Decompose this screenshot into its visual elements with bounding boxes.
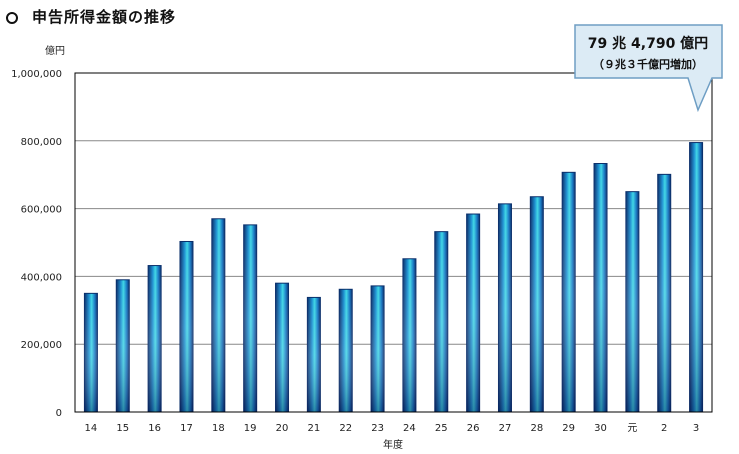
x-tick-label: 元 xyxy=(627,423,637,434)
x-tick-label: 21 xyxy=(308,423,321,434)
bar-shade-28 xyxy=(530,196,544,412)
bars xyxy=(83,142,704,413)
bar-shade-2 xyxy=(657,174,671,412)
y-tick-label: 200,000 xyxy=(21,340,62,351)
x-tick-label: 17 xyxy=(180,423,193,434)
callout-sub-text: （９兆３千億円増加） xyxy=(593,57,703,71)
callout: 79 兆 4,790 億円 （９兆３千億円増加） xyxy=(574,24,723,113)
bar-shade-21 xyxy=(307,297,321,412)
x-tick-label: 15 xyxy=(116,423,129,434)
y-axis-ticks: 0 200,000 400,000 600,000 800,000 1,000,000 xyxy=(11,69,62,419)
y-tick-label: 0 xyxy=(56,408,62,419)
title-text: 申告所得金額の推移 xyxy=(32,8,177,26)
circle-bullet-icon xyxy=(6,12,18,24)
bar-shade-27 xyxy=(498,203,512,412)
x-tick-label: 25 xyxy=(435,423,448,434)
page-title: 申告所得金額の推移 xyxy=(6,6,176,27)
plot-area-frame xyxy=(74,72,713,413)
x-tick-label: 26 xyxy=(467,423,480,434)
y-tick-label: 1,000,000 xyxy=(11,69,62,80)
bar-shade-14 xyxy=(84,293,98,412)
bar-shade-30 xyxy=(594,163,608,412)
x-axis-ticks: 14 15 16 17 18 19 20 21 22 23 24 25 26 27 28 29 30 元 2 3 xyxy=(85,423,700,434)
bar-shade-22 xyxy=(339,289,353,412)
y-tick-label: 800,000 xyxy=(21,137,62,148)
bar-shade-25 xyxy=(434,231,448,412)
bar-shade-23 xyxy=(371,285,385,412)
x-tick-label: 14 xyxy=(85,423,98,434)
y-tick-label: 600,000 xyxy=(21,205,62,216)
x-tick-label: 18 xyxy=(212,423,225,434)
bar-shade-17 xyxy=(179,241,193,412)
bar-shade-3 xyxy=(689,142,703,412)
bar-shade-29 xyxy=(562,172,576,412)
x-tick-label: 29 xyxy=(562,423,575,434)
x-tick-label: 27 xyxy=(499,423,512,434)
bar-shade-16 xyxy=(148,265,162,412)
x-tick-label: 19 xyxy=(244,423,257,434)
bar-shade-26 xyxy=(466,214,480,412)
y-tick-label: 400,000 xyxy=(21,272,62,283)
callout-main-text: 79 兆 4,790 億円 xyxy=(588,35,708,52)
x-tick-label: 2 xyxy=(661,423,667,434)
x-tick-label: 20 xyxy=(276,423,289,434)
bar-shade-15 xyxy=(116,279,130,412)
bar-shade-元 xyxy=(625,191,639,412)
x-tick-label: 3 xyxy=(693,423,699,434)
x-axis-label: 年度 xyxy=(383,438,403,451)
gridlines xyxy=(75,140,712,345)
x-tick-label: 22 xyxy=(339,423,352,434)
x-tick-label: 16 xyxy=(148,423,161,434)
bar-shade-18 xyxy=(211,218,225,412)
bar-shade-19 xyxy=(243,224,257,412)
bar-shade-20 xyxy=(275,283,289,412)
x-tick-label: 28 xyxy=(530,423,543,434)
bar-shade-24 xyxy=(402,258,416,412)
x-tick-label: 23 xyxy=(371,423,384,434)
callout-box xyxy=(574,24,723,113)
x-tick-label: 24 xyxy=(403,423,416,434)
x-tick-label: 30 xyxy=(594,423,607,434)
y-axis-unit: 億円 xyxy=(45,44,65,57)
